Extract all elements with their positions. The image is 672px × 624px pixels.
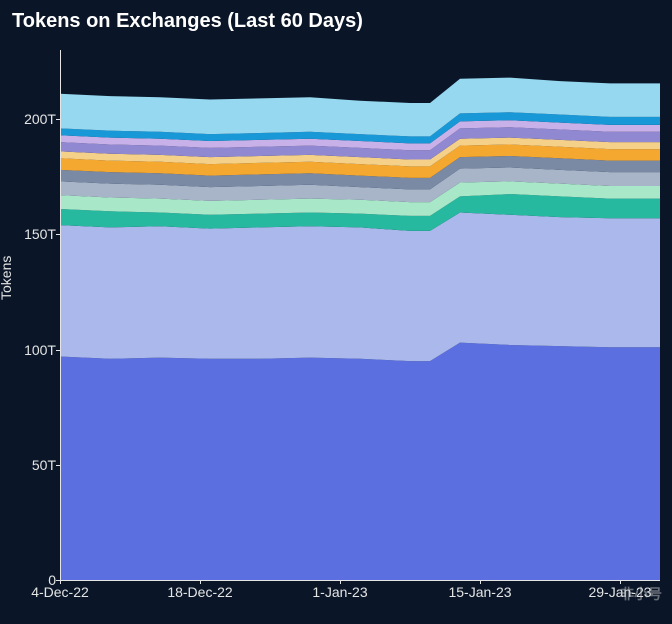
ytick-label: 200T bbox=[24, 111, 56, 127]
watermark: 非小号 bbox=[620, 584, 662, 604]
y-axis-line bbox=[60, 50, 61, 580]
chart-title: Tokens on Exchanges (Last 60 Days) bbox=[12, 10, 363, 33]
xtick-label: 1-Jan-23 bbox=[312, 584, 367, 600]
x-axis-line bbox=[60, 580, 660, 581]
xtick-label: 4-Dec-22 bbox=[31, 584, 89, 600]
xtick-label: 18-Dec-22 bbox=[167, 584, 232, 600]
plot-area bbox=[60, 50, 660, 580]
ytick-label: 100T bbox=[24, 342, 56, 358]
area-s1 bbox=[60, 343, 660, 580]
area-s2 bbox=[60, 212, 660, 361]
stacked-areas bbox=[60, 50, 660, 580]
ytick-label: 150T bbox=[24, 226, 56, 242]
xtick-label: 15-Jan-23 bbox=[448, 584, 511, 600]
chart-container: Tokens on Exchanges (Last 60 Days) Token… bbox=[0, 0, 672, 624]
ytick-label: 50T bbox=[32, 457, 56, 473]
y-axis-label: Tokens bbox=[0, 256, 14, 300]
